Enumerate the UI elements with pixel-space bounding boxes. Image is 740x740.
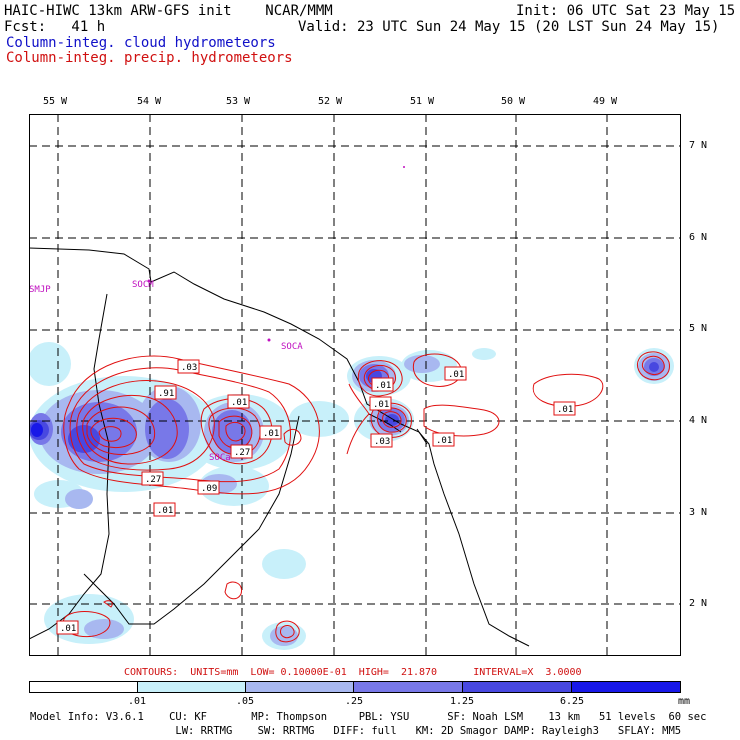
colorbar-tick: .01 [128,696,147,707]
lon-label-50w: 50 W [501,96,526,107]
lon-label-53w: 53 W [226,96,251,107]
init-time: Init: 06 UTC Sat 23 May 15 [516,3,736,19]
contour-label: .27 [145,475,161,485]
map-frame [29,114,681,656]
colorbar-bin-0 [29,681,138,693]
lat-label-2n: 2 N [689,598,708,609]
station-markers [147,166,405,342]
contour-label: .03 [374,437,390,447]
place-label-soca-lower: SOCa [209,453,231,463]
colorbar-bin-2 [245,681,354,693]
lon-label-52w: 52 W [318,96,343,107]
contour-label: .01 [375,381,391,391]
colorbar-tick: 1.25 [450,696,475,707]
contour-label: .27 [234,448,250,458]
lat-label-5n: 5 N [689,323,708,334]
contour-info: CONTOURS: UNITS=mm LOW= 0.10000E-01 HIGH… [124,667,582,678]
contour-label: .01 [263,429,279,439]
model-title: HAIC-HIWC 13km ARW-GFS init NCAR/MMM [4,3,333,19]
colorbar-bin-1 [137,681,246,693]
lat-label-3n: 3 N [689,507,708,518]
precip-contours [62,351,670,643]
contour-label: .03 [181,363,197,373]
contour-label: .01 [373,400,389,410]
contour-label: .01 [436,436,452,446]
contour-label: .01 [231,398,247,408]
lat-label-6n: 6 N [689,232,708,243]
colorbar-tick: 6.25 [560,696,585,707]
place-labels: SMJP SOCM SOCA SOCa [29,280,303,463]
model-info-line2: LW: RRTMG SW: RRTMG DIFF: full KM: 2D Sm… [30,725,682,737]
model-info-line1: Model Info: V3.6.1 CU: KF MP: Thompson P… [30,711,707,723]
colorbar-tick: .25 [345,696,364,707]
valid-time: Valid: 23 UTC Sun 24 May 15 (20 LST Sun … [298,19,720,35]
contour-label: .01 [557,405,573,415]
contour-label: .09 [201,484,217,494]
forecast-hour: Fcst: 41 h [4,19,106,35]
place-label-socm: SOCM [132,280,154,290]
colorbar-bin-5 [571,681,681,693]
contour-label: .91 [158,389,174,399]
cloud-legend: Column-integ. cloud hydrometeors [6,35,276,51]
precip-legend: Column-integ. precip. hydrometeors [6,50,293,66]
contour-label: .01 [157,506,173,516]
colorbar-bin-4 [462,681,572,693]
colorbar-unit: mm [678,696,691,707]
lat-label-7n: 7 N [689,140,708,151]
lon-label-54w: 54 W [137,96,162,107]
contour-value-labels: .03 .91 .01 .01 .27 .01 .01 .03 .01 .27 … [56,359,576,635]
contour-label: .01 [448,370,464,380]
lat-lon-grid [29,114,681,656]
lon-label-51w: 51 W [410,96,435,107]
contour-label: .01 [60,624,76,634]
place-label-smjp: SMJP [29,285,51,295]
map-panel: SMJP SOCM SOCA SOCa .03 .91 .01 .01 .27 … [29,114,681,656]
lat-label-4n: 4 N [689,415,708,426]
colorbar-tick: .05 [236,696,255,707]
lon-label-49w: 49 W [593,96,618,107]
colorbar-bin-3 [353,681,463,693]
place-label-soca: SOCA [281,342,303,352]
lon-label-55w: 55 W [43,96,68,107]
